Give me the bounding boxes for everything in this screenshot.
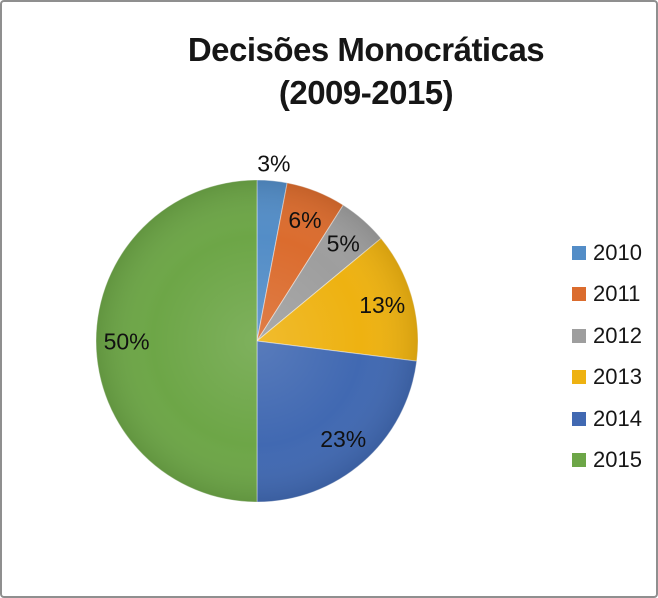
- legend-item-2012: 2012: [572, 315, 642, 357]
- slice-label-2011: 6%: [288, 207, 321, 233]
- chart-title-line1: Decisões Monocráticas: [187, 31, 545, 68]
- legend-item-2015: 2015: [572, 440, 642, 482]
- legend-label-2015: 2015: [593, 447, 642, 473]
- legend-item-2014: 2014: [572, 398, 642, 440]
- legend-item-2010: 2010: [572, 232, 642, 274]
- slice-label-2012: 5%: [327, 230, 360, 256]
- legend-swatch-2013: [572, 370, 586, 385]
- pie-shading-overlay: [96, 180, 418, 502]
- slice-label-2010: 3%: [257, 150, 290, 176]
- chart-title-line2: (2009-2015): [278, 74, 454, 111]
- chart-legend: 2010 2011 2012 2013 2014 2015: [572, 232, 642, 481]
- chart-title: Decisões Monocráticas (2009-2015): [187, 28, 545, 114]
- legend-swatch-2011: [572, 287, 586, 302]
- slice-label-2013: 13%: [359, 292, 405, 318]
- legend-item-2013: 2013: [572, 357, 642, 399]
- legend-label-2012: 2012: [593, 322, 642, 348]
- slice-label-2015: 50%: [104, 328, 150, 354]
- legend-swatch-2014: [572, 411, 586, 426]
- legend-swatch-2012: [572, 328, 586, 343]
- slice-label-2014: 23%: [320, 426, 366, 452]
- legend-label-2013: 2013: [593, 364, 642, 390]
- legend-item-2011: 2011: [572, 274, 642, 316]
- legend-swatch-2010: [572, 245, 586, 260]
- legend-label-2011: 2011: [593, 281, 641, 307]
- legend-swatch-2015: [572, 453, 586, 468]
- legend-label-2010: 2010: [593, 239, 642, 265]
- legend-label-2014: 2014: [593, 405, 642, 431]
